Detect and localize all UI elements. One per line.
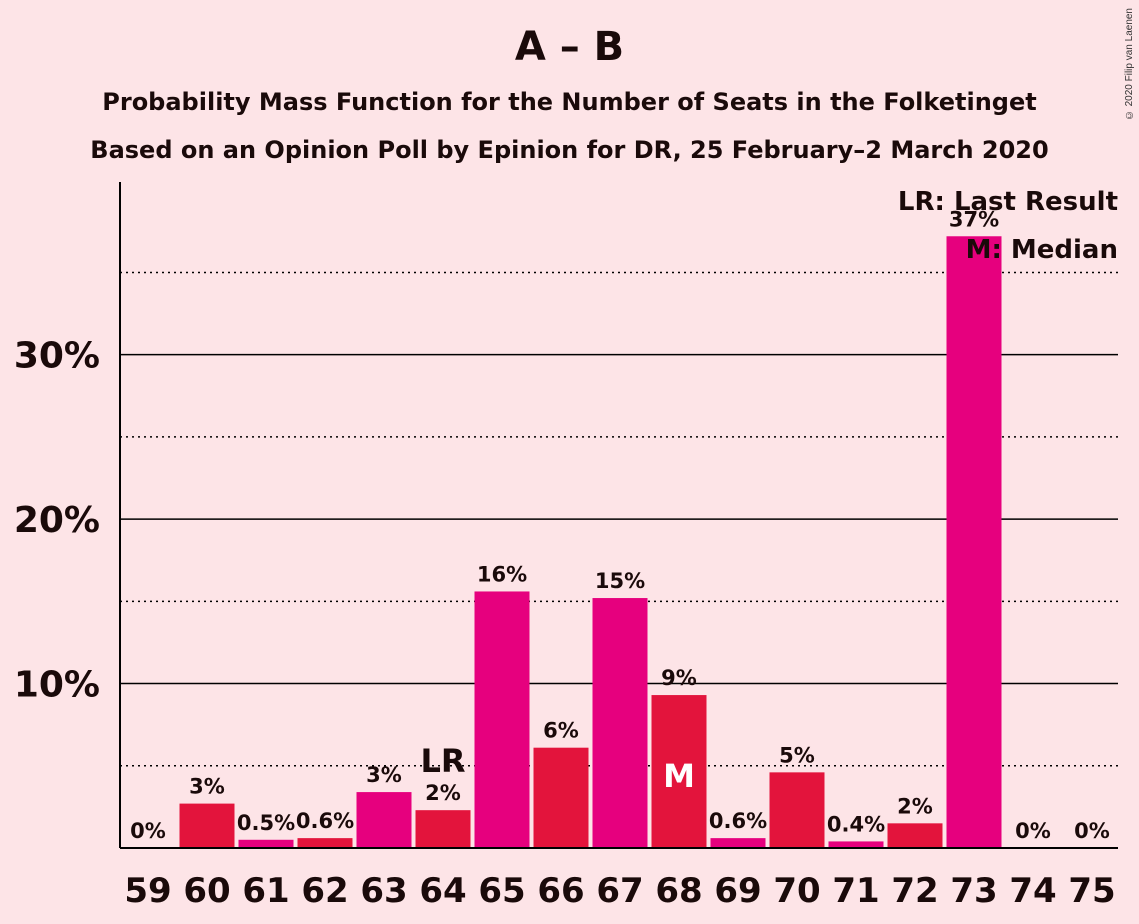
data-label-60: 3% [189, 775, 225, 799]
x-tick-label-65: 65 [478, 871, 525, 911]
bar-68 [651, 695, 707, 848]
data-label-73: 37% [949, 207, 999, 231]
bar-72 [887, 823, 943, 848]
x-tick-label-75: 75 [1068, 871, 1115, 911]
chart-subtitle-1: Probability Mass Function for the Number… [102, 88, 1037, 116]
x-tick-label-68: 68 [655, 871, 702, 911]
data-label-74: 0% [1015, 819, 1051, 843]
bar-66 [533, 747, 589, 848]
data-label-64: 2% [425, 781, 461, 805]
data-label-68: 9% [661, 666, 697, 690]
bar-64 [415, 810, 471, 848]
bar-60 [179, 803, 235, 848]
chart-subtitle-2: Based on an Opinion Poll by Epinion for … [90, 136, 1049, 164]
bar-71 [828, 841, 884, 848]
x-tick-label-72: 72 [891, 871, 938, 911]
data-label-71: 0.4% [827, 812, 885, 836]
y-tick-label: 20% [14, 500, 100, 541]
data-label-75: 0% [1074, 819, 1110, 843]
legend-last-result: LR: Last Result [898, 187, 1118, 217]
chart-title: A – B [514, 24, 625, 70]
x-tick-label-63: 63 [360, 871, 407, 911]
data-label-63: 3% [366, 763, 402, 787]
bar-69 [710, 838, 766, 848]
data-label-70: 5% [779, 743, 815, 767]
x-tick-label-71: 71 [832, 871, 879, 911]
x-tick-label-70: 70 [773, 871, 820, 911]
median-marker: M [663, 757, 695, 795]
data-label-59: 0% [130, 819, 166, 843]
bar-61 [238, 839, 294, 848]
data-label-69: 0.6% [709, 809, 767, 833]
y-tick-label: 10% [14, 665, 100, 706]
bar-67 [592, 598, 648, 848]
x-tick-label-74: 74 [1009, 871, 1056, 911]
legend-median: M: Median [966, 235, 1118, 265]
x-tick-label-69: 69 [714, 871, 761, 911]
bar-65 [474, 591, 530, 848]
x-tick-label-60: 60 [183, 871, 230, 911]
bar-62 [297, 838, 353, 848]
bar-63 [356, 792, 412, 848]
x-tick-label-66: 66 [537, 871, 584, 911]
x-tick-label-59: 59 [124, 871, 171, 911]
x-tick-label-67: 67 [596, 871, 643, 911]
x-tick-label-73: 73 [950, 871, 997, 911]
data-label-65: 16% [477, 562, 527, 586]
data-label-67: 15% [595, 569, 645, 593]
last-result-marker: LR [420, 742, 465, 780]
x-tick-label-61: 61 [242, 871, 289, 911]
x-tick-label-64: 64 [419, 871, 466, 911]
data-label-61: 0.5% [237, 811, 295, 835]
data-label-66: 6% [543, 719, 579, 743]
bar-73 [946, 236, 1002, 848]
x-tick-label-62: 62 [301, 871, 348, 911]
y-tick-label: 30% [14, 336, 100, 377]
bar-70 [769, 772, 825, 848]
data-label-72: 2% [897, 794, 933, 818]
data-label-62: 0.6% [296, 809, 354, 833]
